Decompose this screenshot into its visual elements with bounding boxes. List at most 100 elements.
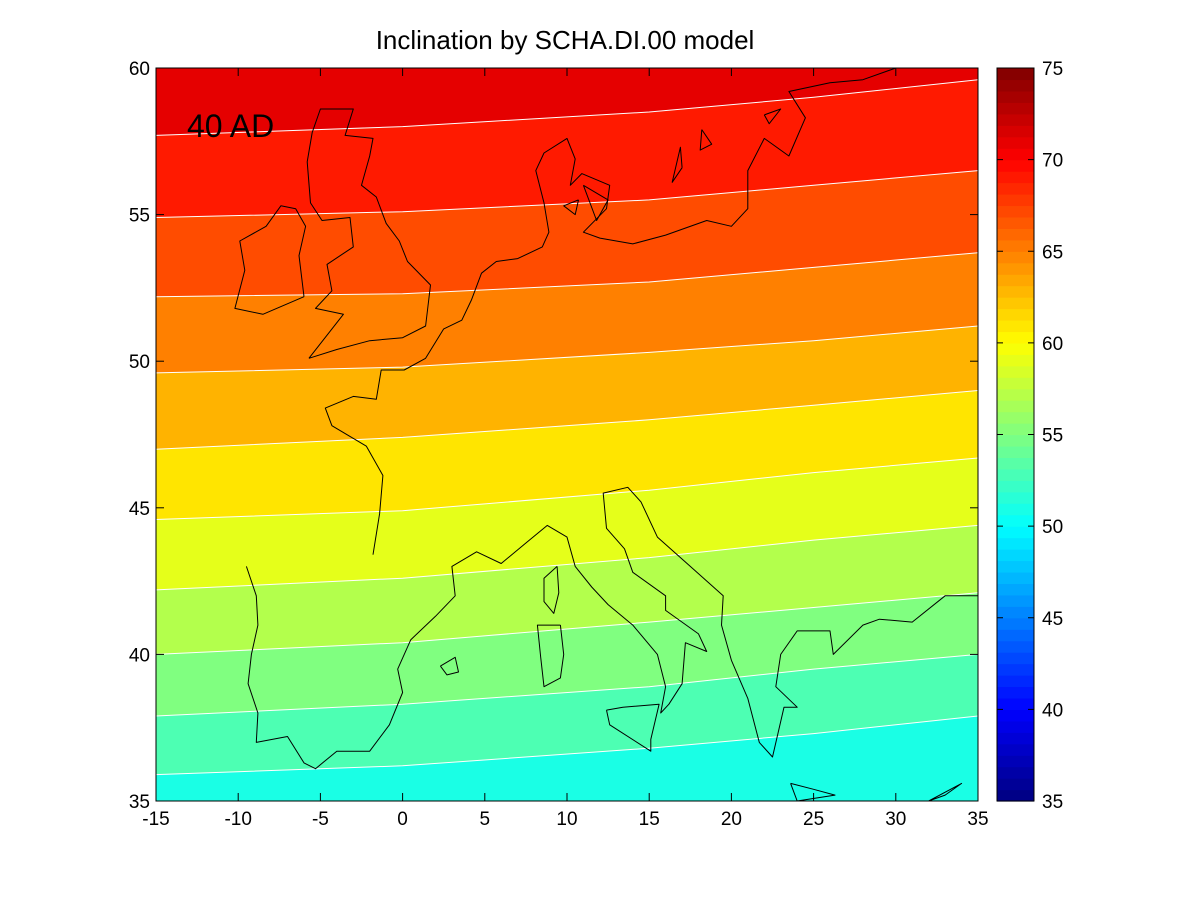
- colorbar-segment: [997, 125, 1034, 138]
- colorbar-segment: [997, 411, 1034, 424]
- contour-line-64: [156, 325, 978, 374]
- x-tick-label: 35: [967, 809, 988, 830]
- colorbar-segment: [997, 239, 1034, 252]
- colorbar-segment: [997, 193, 1034, 207]
- coastline: [306, 108, 431, 359]
- contour-band: [156, 170, 978, 297]
- contour-line-66: [156, 252, 978, 298]
- colorbar-tick-label: 50: [1042, 517, 1063, 538]
- colorbar-segment: [997, 663, 1034, 676]
- colorbar-segment: [997, 308, 1034, 321]
- colorbar-segment: [997, 743, 1034, 756]
- coastline: [440, 656, 459, 676]
- contour-band: [156, 654, 978, 775]
- colorbar-segment: [997, 79, 1034, 92]
- year-annotation: 40 AD: [187, 108, 274, 144]
- colorbar-tick-label: 35: [1042, 792, 1063, 813]
- coastline: [563, 199, 579, 216]
- contour-band: [156, 68, 978, 136]
- colorbar-segment: [997, 262, 1034, 275]
- coastline: [536, 624, 565, 688]
- coastlines: [234, 68, 978, 801]
- coastline: [763, 108, 782, 125]
- colorbar-segment: [997, 216, 1034, 229]
- x-axis: -15 -10 -5 0 5 10 15 20 25 30 35: [142, 68, 989, 830]
- contour-line-62: [156, 390, 978, 450]
- coastline: [928, 782, 963, 801]
- colorbar-segment: [997, 159, 1034, 172]
- y-tick-label: 60: [129, 59, 150, 80]
- colorbar-tick-label: 55: [1042, 426, 1063, 447]
- colorbar-segment: [997, 274, 1034, 287]
- colorbar-segment: [997, 514, 1034, 527]
- colorbar-segment: [997, 686, 1034, 699]
- colorbar-tick-label: 75: [1042, 59, 1063, 80]
- colorbar-segment: [997, 319, 1034, 333]
- colorbar-segment: [997, 480, 1034, 493]
- colorbar-tick-label: 70: [1042, 151, 1063, 172]
- coastline: [582, 184, 609, 221]
- y-tick-label: 35: [129, 792, 150, 813]
- colorbar-tick-label: 65: [1042, 242, 1063, 263]
- colorbar-segment: [997, 388, 1034, 401]
- colorbar-axis: 35 40 45 50 55 60 65 70 75: [997, 59, 1063, 813]
- colorbar-segment: [997, 789, 1034, 802]
- contour-fill: [156, 68, 978, 801]
- colorbar-tick-label: 40: [1042, 700, 1063, 721]
- colorbar-segment: [997, 468, 1034, 481]
- colorbar-segment: [997, 697, 1034, 710]
- coastline: [324, 68, 896, 555]
- colorbar-segment: [997, 148, 1034, 161]
- colorbar-segment: [997, 526, 1034, 539]
- colorbar-segment: [997, 434, 1034, 447]
- colorbar-segment: [997, 560, 1034, 573]
- x-tick-label: 15: [639, 809, 660, 830]
- colorbar: [997, 68, 1034, 802]
- contour-line-70: [156, 79, 978, 136]
- contour-line-52: [156, 715, 978, 776]
- contour-line-58: [156, 524, 978, 591]
- colorbar-segment: [997, 445, 1034, 459]
- colorbar-tick-label: 45: [1042, 609, 1063, 630]
- colorbar-segment: [997, 423, 1034, 436]
- colorbar-tick-label: 60: [1042, 334, 1063, 355]
- x-tick-label: 25: [803, 809, 824, 830]
- colorbar-segment: [997, 228, 1034, 241]
- colorbar-segment: [997, 377, 1034, 390]
- colorbar-segment: [997, 732, 1034, 745]
- x-tick-label: 10: [556, 809, 577, 830]
- contour-band: [156, 326, 978, 450]
- colorbar-segment: [997, 205, 1034, 218]
- y-axis: 35 40 45 50 55 60: [129, 59, 978, 813]
- colorbar-segment: [997, 171, 1034, 184]
- colorbar-segment: [997, 297, 1034, 310]
- colorbar-segment: [997, 549, 1034, 562]
- colorbar-segment: [997, 285, 1034, 298]
- colorbar-segment: [997, 652, 1034, 665]
- colorbar-segment: [997, 594, 1034, 607]
- x-tick-label: 20: [721, 809, 742, 830]
- coastline: [234, 205, 307, 315]
- colorbar-segment: [997, 583, 1034, 596]
- coastline: [699, 129, 713, 151]
- colorbar-segment: [997, 720, 1034, 733]
- contour-band: [156, 458, 978, 590]
- colorbar-segment: [997, 640, 1034, 653]
- colorbar-segment: [997, 629, 1034, 642]
- colorbar-segment: [997, 675, 1034, 688]
- contour-band: [156, 525, 978, 655]
- colorbar-segment: [997, 136, 1034, 149]
- colorbar-segment: [997, 400, 1034, 413]
- contour-line-68: [156, 170, 978, 218]
- coastline: [543, 566, 560, 614]
- contour-band: [156, 390, 978, 520]
- contour-line-56: [156, 592, 978, 655]
- x-tick-label: -10: [224, 809, 251, 830]
- x-tick-label: 5: [480, 809, 491, 830]
- colorbar-segment: [997, 709, 1034, 722]
- colorbar-segment: [997, 606, 1034, 619]
- colorbar-segment: [997, 503, 1034, 516]
- colorbar-segment: [997, 457, 1034, 470]
- x-tick-label: -15: [142, 809, 169, 830]
